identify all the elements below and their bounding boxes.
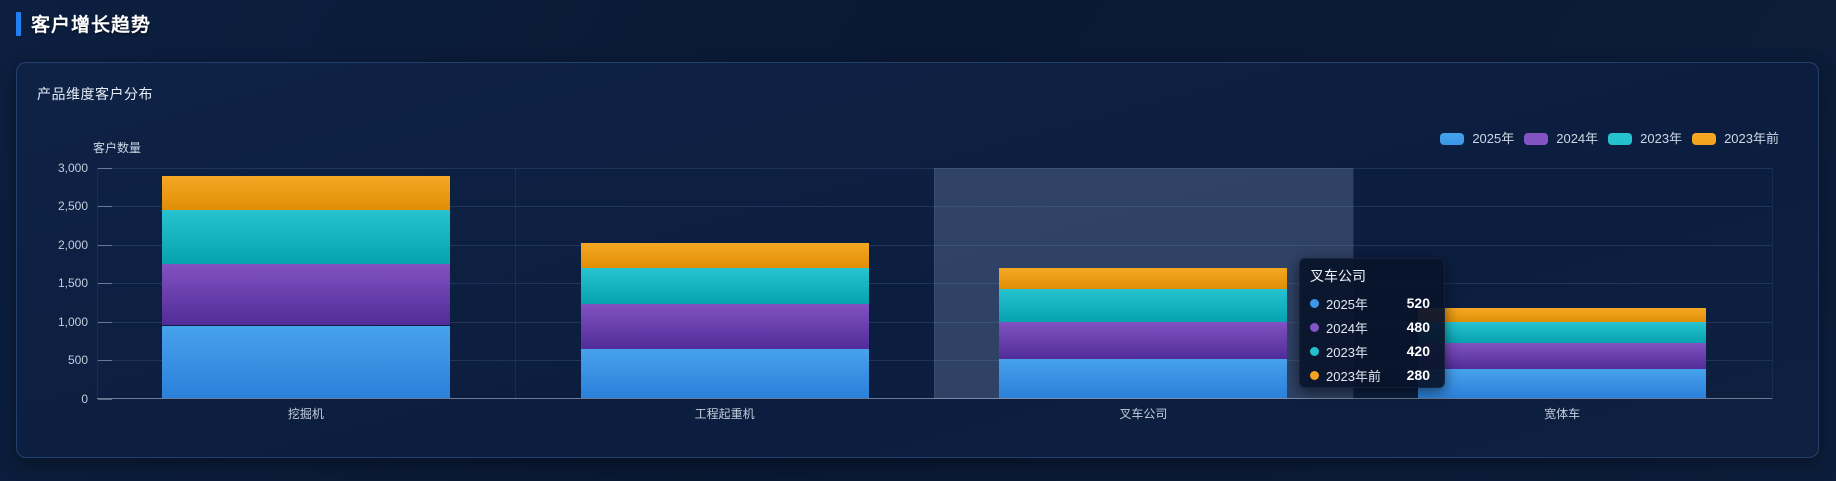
x-category-label: 叉车公司 [1119, 407, 1168, 421]
y-gridline-2000 [96, 244, 1772, 246]
y-tick-label: 500 [67, 353, 88, 368]
tooltip-series-value: 480 [1406, 319, 1430, 335]
x-split-line [515, 168, 517, 399]
y-axis-tick [98, 206, 112, 208]
y-gridline-1000 [96, 321, 1772, 323]
tooltip-series-value: 520 [1406, 295, 1430, 311]
chart-legend: 2025年 2024年 2023年 2023年前 [1440, 131, 1779, 147]
x-axis-line [96, 398, 1772, 399]
chart-tooltip: 叉车公司 2025年 520 2024年 480 2023年 420 2023年前 280 [1299, 258, 1445, 388]
bar-segment-2025年-挖掘机[interactable] [161, 325, 450, 399]
y-tick-label: 0 [81, 391, 88, 406]
legend-label: 2023年 [1640, 131, 1683, 146]
tooltip-series-label: 2025年 [1326, 296, 1368, 312]
legend-item-2023年前[interactable]: 2023年前 [1692, 132, 1779, 146]
y-axis-tick [98, 283, 112, 285]
tooltip-row-2024年: 2024年 480 [1310, 315, 1430, 339]
y-axis-name: 客户数量 [93, 141, 142, 155]
tooltip-row-2023年前: 2023年前 280 [1310, 363, 1430, 387]
series-dot-icon [1310, 298, 1319, 308]
chart-card-title: 产品维度客户分布 [37, 86, 153, 102]
y-tick-label: 1,500 [57, 276, 88, 291]
y-axis-tick [98, 244, 112, 246]
y-axis-tick [98, 398, 112, 400]
y-tick-label: 2,500 [57, 199, 88, 214]
bar-segment-2023年-叉车公司[interactable] [999, 289, 1288, 322]
bar-segment-2025年-工程起重机[interactable] [580, 348, 869, 399]
legend-label: 2024年 [1556, 131, 1599, 146]
tooltip-series-label: 2024年 [1326, 320, 1368, 336]
y-tick-label: 1,000 [57, 314, 88, 329]
legend-item-2023年[interactable]: 2023年 [1608, 132, 1682, 146]
legend-label: 2023年前 [1724, 131, 1779, 146]
y-tick-label: 2,000 [57, 237, 88, 252]
legend-item-2025年[interactable]: 2025年 [1440, 132, 1514, 146]
tooltip-series-value: 280 [1406, 367, 1430, 383]
x-category-label: 宽体车 [1544, 407, 1581, 421]
legend-marker-icon [1692, 133, 1717, 145]
tooltip-row-2025年: 2025年 520 [1310, 291, 1430, 315]
y-gridline-2500 [96, 206, 1772, 208]
tooltip-row-2023年: 2023年 420 [1310, 339, 1430, 363]
bar-segment-2023年-工程起重机[interactable] [580, 267, 869, 304]
series-dot-icon [1310, 322, 1319, 332]
y-gridline-1500 [96, 283, 1772, 285]
tooltip-series-label: 2023年 [1326, 344, 1368, 360]
x-split-line [934, 168, 935, 399]
y-gridline-3000 [96, 168, 1772, 169]
legend-label: 2025年 [1472, 131, 1515, 146]
legend-marker-icon [1608, 133, 1633, 145]
bar-segment-2025年-叉车公司[interactable] [999, 358, 1288, 399]
y-axis-tick [98, 168, 112, 169]
bar-segment-2023年前-叉车公司[interactable] [999, 267, 1288, 290]
legend-marker-icon [1524, 133, 1549, 145]
x-split-line [1771, 168, 1773, 399]
tooltip-series-value: 420 [1406, 343, 1430, 359]
page-header: 客户增长趋势 [0, 0, 1836, 48]
title-accent-bar [16, 12, 21, 36]
x-category-label: 工程起重机 [694, 407, 755, 421]
series-dot-icon [1310, 346, 1319, 356]
tooltip-series-label: 2023年前 [1326, 368, 1381, 384]
bar-segment-2024年-叉车公司[interactable] [999, 321, 1288, 359]
bar-segment-2023年前-工程起重机[interactable] [580, 242, 869, 268]
bar-segment-2023年前-宽体车[interactable] [1418, 307, 1707, 322]
bar-segment-2025年-宽体车[interactable] [1418, 369, 1707, 399]
legend-item-2024年[interactable]: 2024年 [1524, 132, 1598, 146]
y-gridline-500 [96, 360, 1772, 362]
y-axis-tick [98, 321, 112, 323]
legend-marker-icon [1440, 133, 1465, 145]
bar-segment-2024年-挖掘机[interactable] [161, 264, 450, 326]
x-category-label: 挖掘机 [287, 407, 324, 421]
bar-segment-2023年-宽体车[interactable] [1418, 321, 1707, 344]
x-split-line [96, 168, 98, 399]
tooltip-title: 叉车公司 [1310, 268, 1366, 284]
bar-segment-2024年-宽体车[interactable] [1418, 343, 1707, 370]
bar-segment-2023年-挖掘机[interactable] [161, 210, 450, 265]
bar-segment-2023年前-挖掘机[interactable] [161, 175, 450, 211]
y-tick-label: 3,000 [57, 161, 88, 175]
series-dot-icon [1310, 370, 1319, 380]
page-title: 客户增长趋势 [31, 15, 152, 36]
bar-segment-2024年-工程起重机[interactable] [580, 303, 869, 349]
y-axis-tick [98, 360, 112, 362]
